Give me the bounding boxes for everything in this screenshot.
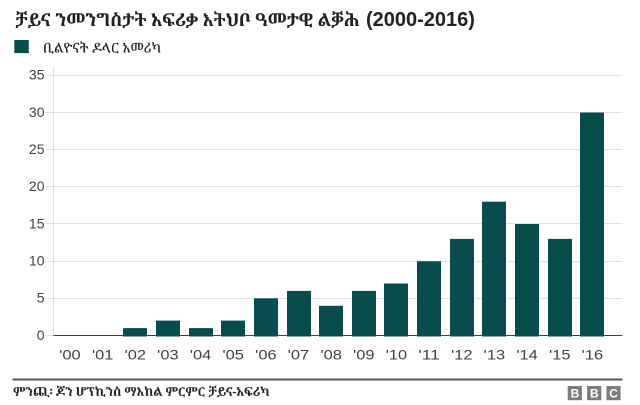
svg-text:'05: '05	[223, 347, 245, 363]
svg-text:'13: '13	[484, 347, 506, 363]
svg-text:'01: '01	[92, 347, 114, 363]
svg-text:'15: '15	[549, 347, 571, 363]
svg-text:B: B	[571, 386, 580, 400]
svg-text:C: C	[609, 386, 618, 400]
svg-text:'14: '14	[516, 347, 538, 363]
svg-text:'07: '07	[288, 347, 310, 363]
svg-text:'10: '10	[386, 347, 408, 363]
svg-text:'08: '08	[321, 347, 343, 363]
svg-text:'03: '03	[157, 347, 179, 363]
svg-text:10: 10	[29, 253, 45, 269]
svg-text:B: B	[590, 386, 599, 400]
svg-text:30: 30	[29, 104, 45, 120]
svg-text:35: 35	[29, 67, 45, 83]
svg-text:'04: '04	[190, 347, 212, 363]
svg-text:5: 5	[37, 290, 45, 306]
svg-text:25: 25	[29, 141, 45, 157]
svg-text:0: 0	[37, 327, 45, 343]
svg-text:'11: '11	[418, 347, 440, 363]
svg-text:15: 15	[29, 215, 45, 231]
svg-text:'06: '06	[255, 347, 277, 363]
svg-text:'09: '09	[353, 347, 375, 363]
svg-text:'12: '12	[451, 347, 473, 363]
svg-text:'16: '16	[582, 347, 604, 363]
svg-text:'00: '00	[59, 347, 81, 363]
svg-text:'02: '02	[125, 347, 147, 363]
svg-text:(2000-2016): (2000-2016)	[366, 9, 475, 31]
svg-text:20: 20	[29, 178, 45, 194]
